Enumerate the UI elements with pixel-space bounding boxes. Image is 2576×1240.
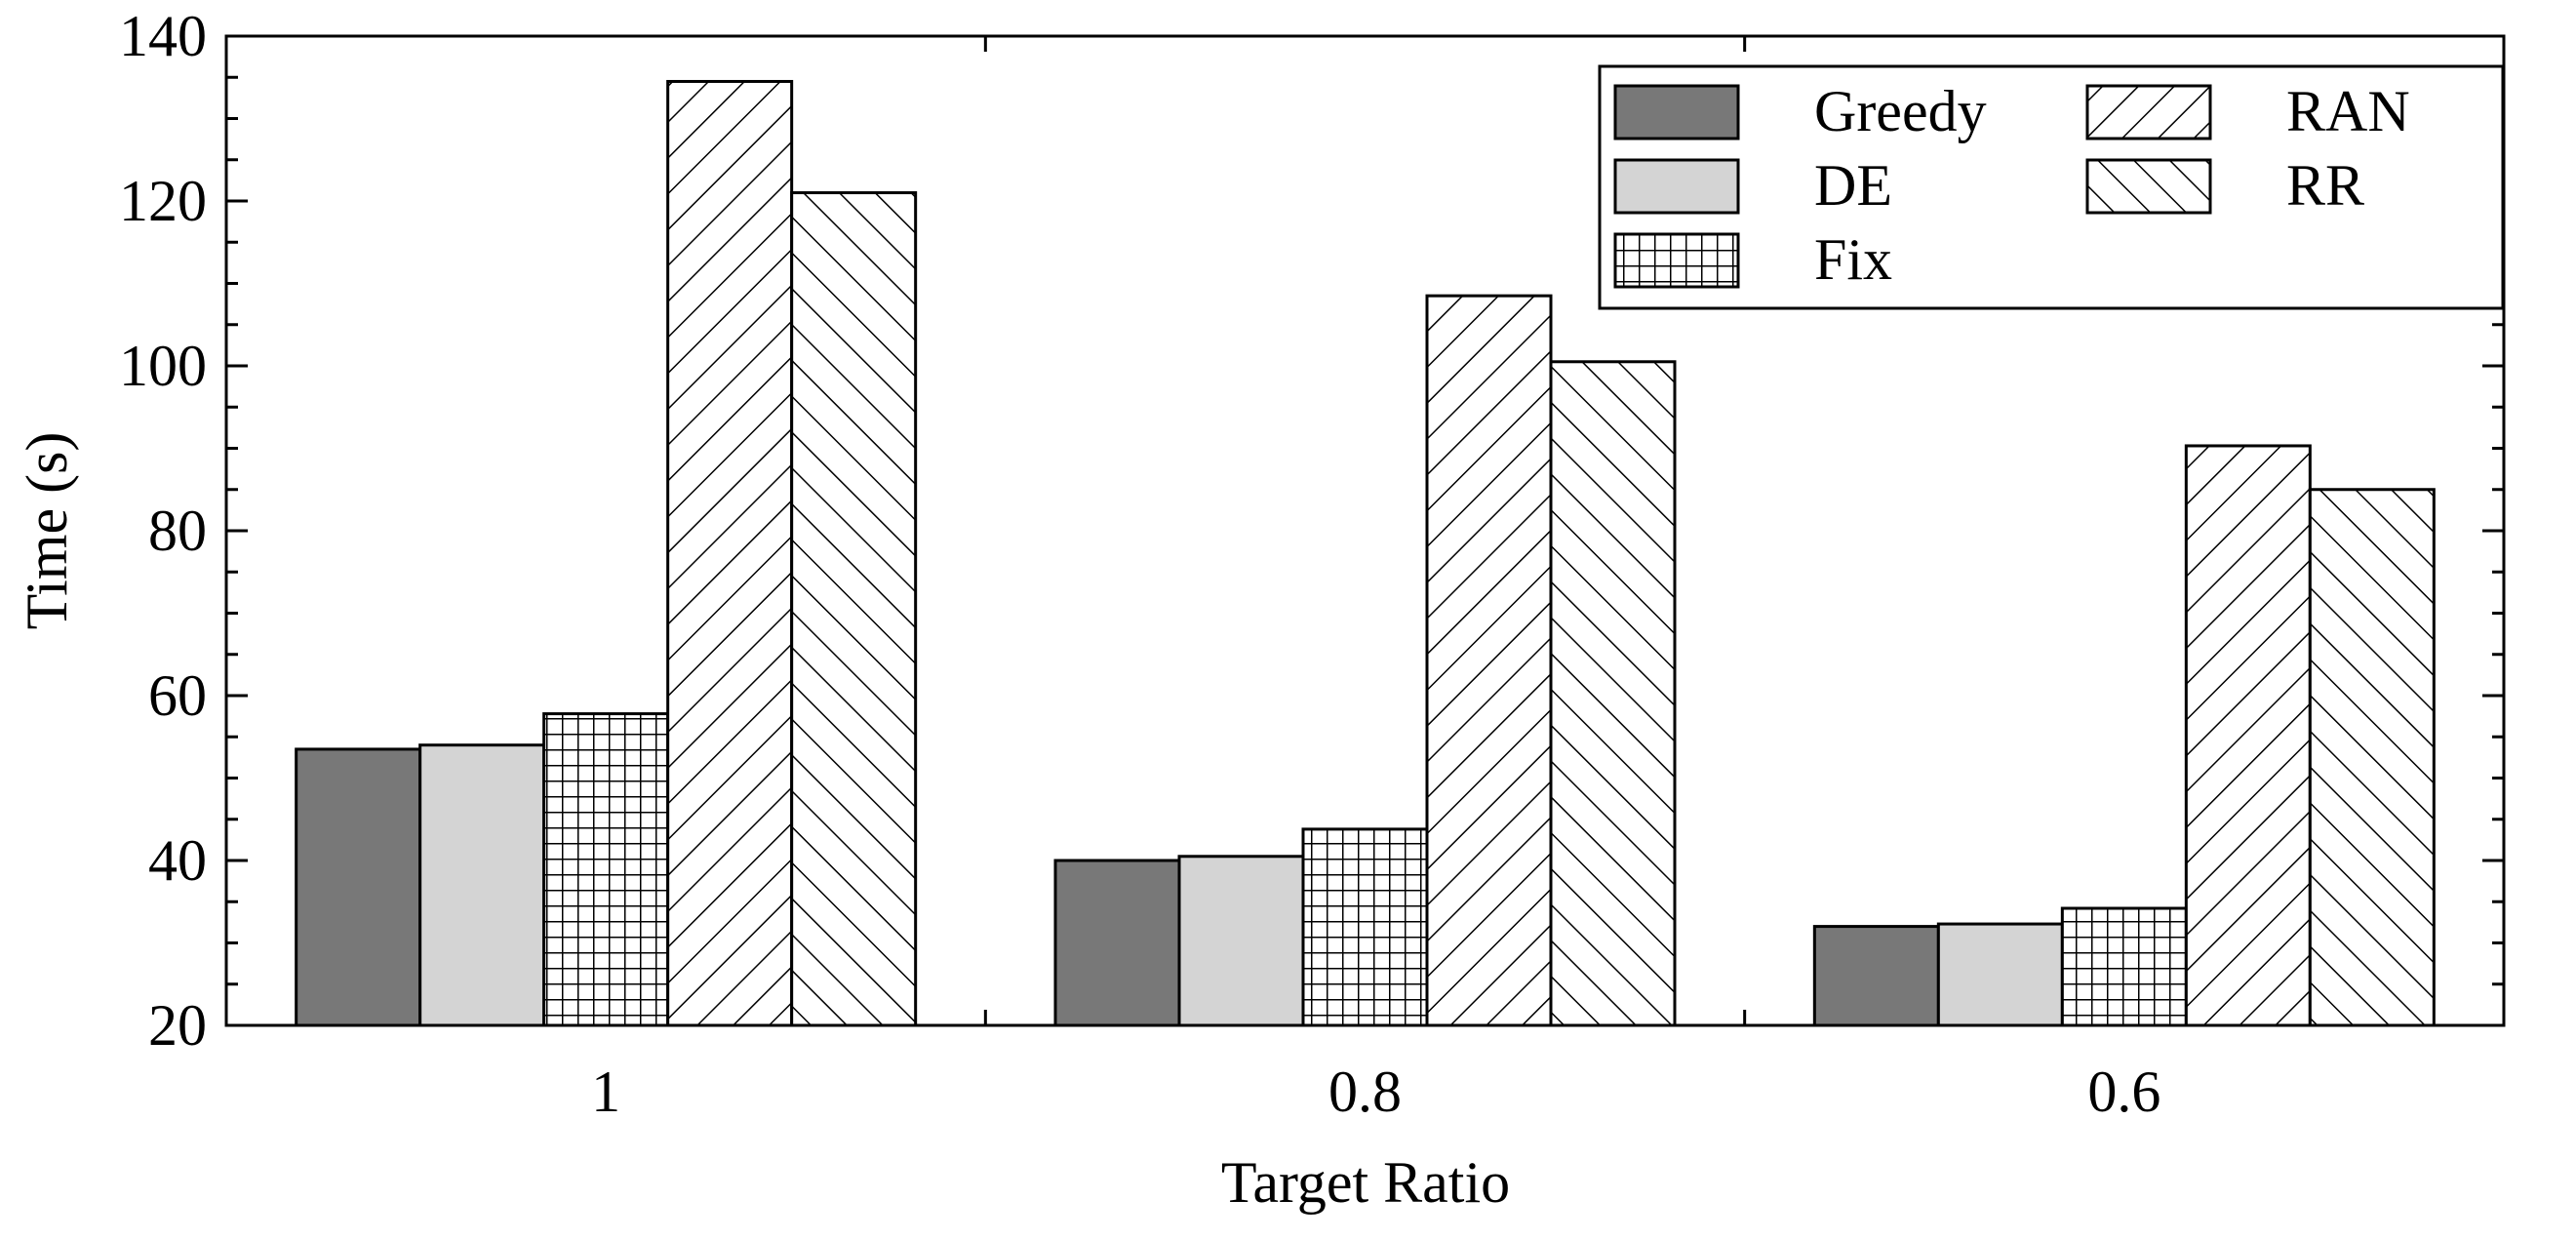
legend-swatch-de: [1613, 158, 1740, 215]
legend-swatch-ran: [2085, 84, 2212, 140]
y-tick-label: 40: [148, 828, 207, 893]
y-tick-label: 100: [119, 334, 207, 398]
y-tick-label: 20: [148, 993, 207, 1058]
bar-rr-0_8: [1549, 360, 1677, 1027]
bar-de-1: [418, 743, 546, 1027]
bar-greedy-0_6: [1812, 925, 1940, 1027]
x-tick-label: 1: [591, 1060, 620, 1124]
legend-label-fix: Fix: [1814, 227, 1892, 292]
legend: Greedy DE Fix RAN RR: [1598, 64, 2505, 310]
y-axis-title: Time (s): [15, 432, 79, 630]
bar-ran-1: [666, 79, 794, 1027]
y-tick-label: 80: [148, 499, 207, 563]
x-tick-label: 0.8: [1328, 1060, 1402, 1124]
legend-swatch-rr: [2085, 158, 2212, 215]
bars-layer: [295, 79, 2436, 1027]
x-axis-title: Target Ratio: [1221, 1150, 1510, 1215]
bar-ran-0_6: [2184, 444, 2312, 1027]
y-tick-label: 120: [119, 169, 207, 233]
bar-de-0_6: [1936, 922, 2064, 1027]
bar-de-0_8: [1177, 855, 1305, 1027]
bar-fix-0_6: [2060, 906, 2188, 1027]
legend-swatch-greedy: [1613, 84, 1740, 140]
y-tick-label: 140: [119, 4, 207, 68]
x-tick-label: 0.6: [2087, 1060, 2160, 1124]
y-axis: 20 40 60 80 100 120 140: [119, 4, 2504, 1058]
bar-ran-0_8: [1425, 294, 1553, 1027]
legend-swatch-fix: [1613, 232, 1740, 289]
bar-fix-1: [542, 712, 670, 1027]
bar-rr-1: [790, 191, 918, 1027]
legend-label-greedy: Greedy: [1814, 79, 1987, 143]
legend-box: [1598, 64, 2505, 310]
bar-greedy-1: [295, 747, 422, 1027]
legend-label-ran: RAN: [2286, 79, 2410, 143]
y-tick-label: 60: [148, 663, 207, 728]
legend-label-de: DE: [1814, 153, 1892, 218]
legend-label-rr: RR: [2286, 153, 2364, 218]
bar-rr-0_6: [2308, 488, 2436, 1027]
bar-greedy-0_8: [1053, 859, 1181, 1027]
bar-fix-0_8: [1301, 827, 1429, 1027]
x-axis: 1 0.8 0.6: [591, 36, 2160, 1124]
